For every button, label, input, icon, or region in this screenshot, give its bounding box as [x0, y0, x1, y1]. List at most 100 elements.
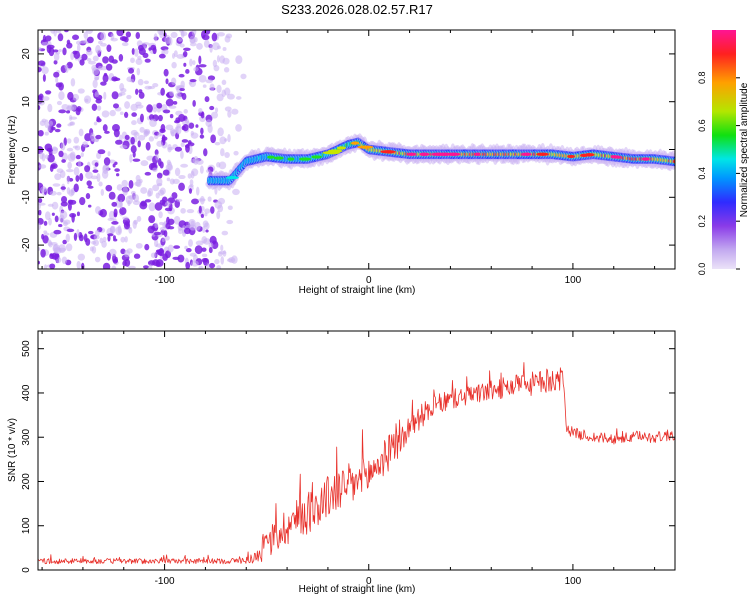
- noise-blob: [181, 139, 189, 143]
- noise-blob: [163, 48, 169, 55]
- noise-blob: [113, 103, 120, 109]
- noise-blob: [217, 204, 224, 213]
- noise-blob: [169, 90, 174, 97]
- noise-blob: [211, 111, 218, 119]
- ridge-peak: [273, 156, 284, 160]
- noise-blob: [194, 245, 203, 255]
- noise-blob: [212, 59, 218, 68]
- noise-blob: [67, 202, 72, 211]
- noise-blob: [91, 246, 97, 254]
- colorbar-tick-label: 0.2: [697, 215, 707, 228]
- noise-blob: [204, 212, 208, 217]
- noise-blob: [184, 245, 188, 250]
- snr-panel: -100 0 100 0 100 200 300 400 500 Height of strai…: [7, 330, 676, 595]
- noise-blob: [199, 195, 205, 205]
- noise-blob: [183, 109, 188, 114]
- noise-blob: [227, 110, 232, 118]
- colorbar-tick-label: 0.4: [697, 167, 707, 180]
- noise-blob: [86, 49, 93, 56]
- noise-blob: [98, 66, 103, 71]
- noise-blob: [153, 231, 162, 236]
- noise-blob: [102, 74, 109, 83]
- noise-blob: [227, 134, 231, 143]
- noise-blob: [121, 42, 129, 47]
- noise-blob: [152, 167, 158, 173]
- noise-blob: [214, 258, 220, 265]
- noise-blob: [175, 125, 182, 135]
- noise-blob: [93, 121, 98, 126]
- noise-blob: [56, 30, 62, 34]
- ridge-peak: [267, 155, 275, 159]
- noise-blob: [219, 136, 227, 145]
- noise-blob: [173, 245, 181, 249]
- noise-blob: [156, 172, 163, 179]
- noise-blob: [128, 194, 137, 200]
- noise-blob: [203, 148, 208, 157]
- noise-blob: [128, 179, 134, 189]
- noise-blob: [165, 200, 171, 207]
- noise-blob: [178, 174, 186, 180]
- noise-blob: [175, 92, 182, 98]
- noise-blob: [216, 84, 222, 94]
- noise-blob: [40, 186, 47, 193]
- noise-blob: [167, 144, 172, 153]
- noise-blob: [115, 139, 123, 145]
- noise-blob: [73, 183, 79, 193]
- noise-blob: [94, 256, 101, 263]
- ridge-peak: [380, 150, 396, 154]
- noise-blob: [173, 50, 178, 58]
- noise-blob: [73, 232, 78, 242]
- noise-blob: [84, 165, 91, 173]
- noise-blob: [169, 178, 175, 185]
- noise-blob: [73, 166, 80, 176]
- noise-blob: [73, 136, 80, 144]
- noise-blob: [60, 195, 68, 203]
- noise-blob: [43, 264, 48, 269]
- noise-blob: [240, 73, 247, 80]
- noise-blob: [150, 252, 157, 258]
- noise-blob: [137, 140, 141, 148]
- noise-blob: [96, 116, 100, 122]
- noise-blob: [139, 126, 145, 133]
- noise-blob: [80, 152, 84, 158]
- noise-blob: [153, 33, 158, 42]
- noise-blob: [47, 103, 53, 113]
- noise-blob: [161, 196, 168, 204]
- ridge-peak: [611, 155, 622, 159]
- ridge-peak: [419, 152, 430, 156]
- noise-blob: [44, 154, 49, 160]
- noise-blob: [189, 58, 193, 67]
- noise-blob: [115, 173, 120, 177]
- noise-blob: [147, 225, 155, 234]
- noise-blob: [218, 161, 227, 170]
- noise-blob: [180, 142, 185, 148]
- colorbar: 0.0 0.2 0.4 0.6 0.8 Normalized spectral ampl…: [697, 30, 750, 275]
- noise-blob: [38, 98, 46, 106]
- noise-blob: [111, 265, 117, 269]
- noise-blob: [191, 168, 199, 177]
- noise-blob: [48, 217, 52, 226]
- noise-blob: [41, 153, 46, 162]
- noise-blob: [75, 154, 81, 160]
- noise-blob: [125, 31, 132, 38]
- noise-blob: [147, 85, 156, 90]
- noise-blob: [124, 134, 130, 141]
- noise-blob: [220, 148, 225, 157]
- noise-blob: [180, 163, 189, 168]
- colorbar-tick-label: 0.6: [697, 119, 707, 132]
- noise-blob: [94, 91, 100, 98]
- noise-blob: [78, 234, 84, 242]
- noise-blob: [160, 123, 166, 132]
- noise-blob: [85, 171, 93, 180]
- noise-blob: [156, 102, 163, 109]
- ridge-peak: [225, 176, 239, 180]
- noise-blob: [59, 214, 65, 223]
- noise-blob: [194, 221, 201, 231]
- noise-blob: [52, 183, 61, 187]
- noise-blob: [102, 236, 107, 243]
- noise-blob: [108, 55, 115, 63]
- noise-blob: [53, 52, 60, 62]
- noise-blob: [185, 247, 192, 253]
- ridge-peak: [521, 152, 532, 156]
- colorbar-tick-label: 0.8: [697, 72, 707, 85]
